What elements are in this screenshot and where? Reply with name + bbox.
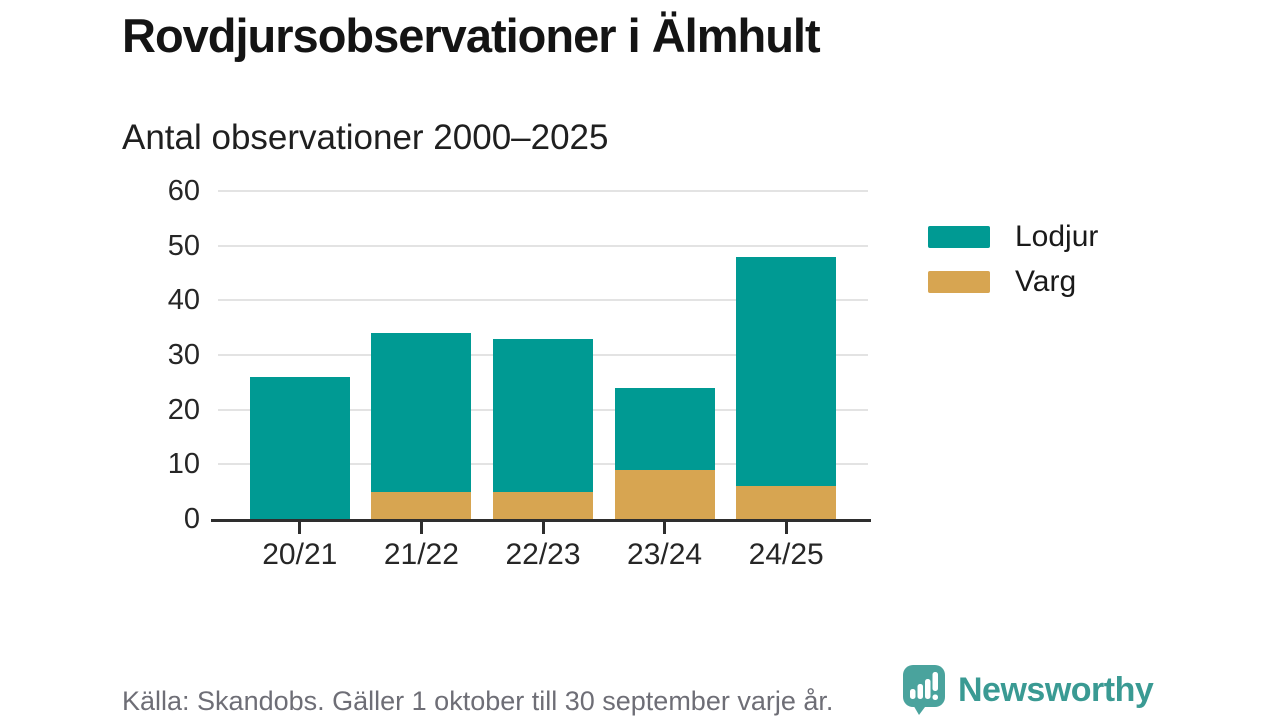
legend-label: Varg xyxy=(1015,265,1077,298)
newsworthy-wordmark: Newsworthy xyxy=(958,670,1154,709)
y-axis-tick-label: 50 xyxy=(167,229,200,262)
x-axis-tick-label: 24/25 xyxy=(748,538,824,571)
bar-segment-varg xyxy=(493,491,593,519)
x-axis-tick-label: 22/23 xyxy=(505,538,581,571)
bar-segment-lodjur xyxy=(371,333,472,492)
bar-segment-lodjur xyxy=(249,376,350,519)
legend-label: Lodjur xyxy=(1015,220,1099,253)
y-axis-tick-label: 10 xyxy=(167,448,200,481)
y-gridline xyxy=(218,299,868,302)
y-gridline xyxy=(218,190,868,192)
legend-swatch-lodjur xyxy=(928,226,990,248)
x-axis-tick-label: 23/24 xyxy=(627,538,703,571)
bar-segment-lodjur xyxy=(493,338,593,492)
legend-item-lodjur: Lodjur xyxy=(928,219,1098,255)
legend-swatch-varg xyxy=(928,271,990,293)
x-axis-tick-label: 20/21 xyxy=(262,538,338,571)
x-axis-tick xyxy=(298,521,302,534)
chart-title: Rovdjursobservationer i Älmhult xyxy=(122,9,821,62)
y-axis-tick-label: 30 xyxy=(167,339,200,371)
x-axis-tick xyxy=(784,521,788,534)
y-axis-tick-label: 20 xyxy=(167,393,200,426)
bar-segment-varg xyxy=(614,469,715,519)
x-axis-tick xyxy=(541,521,545,534)
x-axis-tick xyxy=(663,521,667,534)
y-axis-tick-label: 0 xyxy=(183,503,200,535)
legend-item-varg: Varg xyxy=(928,264,1098,300)
x-axis-tick xyxy=(419,521,423,534)
chart-subtitle: Antal observationer 2000–2025 xyxy=(122,118,609,157)
bar-segment-varg xyxy=(736,486,837,519)
x-axis-tick-label: 21/22 xyxy=(383,538,459,571)
source-note: Källa: Skandobs. Gäller 1 oktober till 3… xyxy=(122,686,834,716)
bar-segment-varg xyxy=(371,491,472,519)
legend: Lodjur Varg xyxy=(928,219,1098,300)
newsworthy-logo-icon xyxy=(903,664,945,715)
y-axis-tick-label: 40 xyxy=(167,284,200,317)
bar-segment-lodjur xyxy=(736,256,837,487)
newsworthy-logo: Newsworthy xyxy=(902,663,1154,716)
y-axis-tick-label: 60 xyxy=(167,175,200,207)
x-axis-line xyxy=(211,519,871,522)
y-gridline xyxy=(218,244,868,247)
bar-segment-lodjur xyxy=(614,387,715,470)
